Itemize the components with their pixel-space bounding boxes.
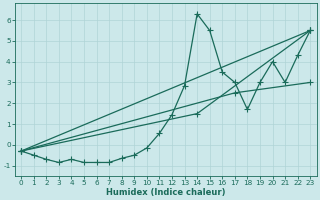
- X-axis label: Humidex (Indice chaleur): Humidex (Indice chaleur): [106, 188, 226, 197]
